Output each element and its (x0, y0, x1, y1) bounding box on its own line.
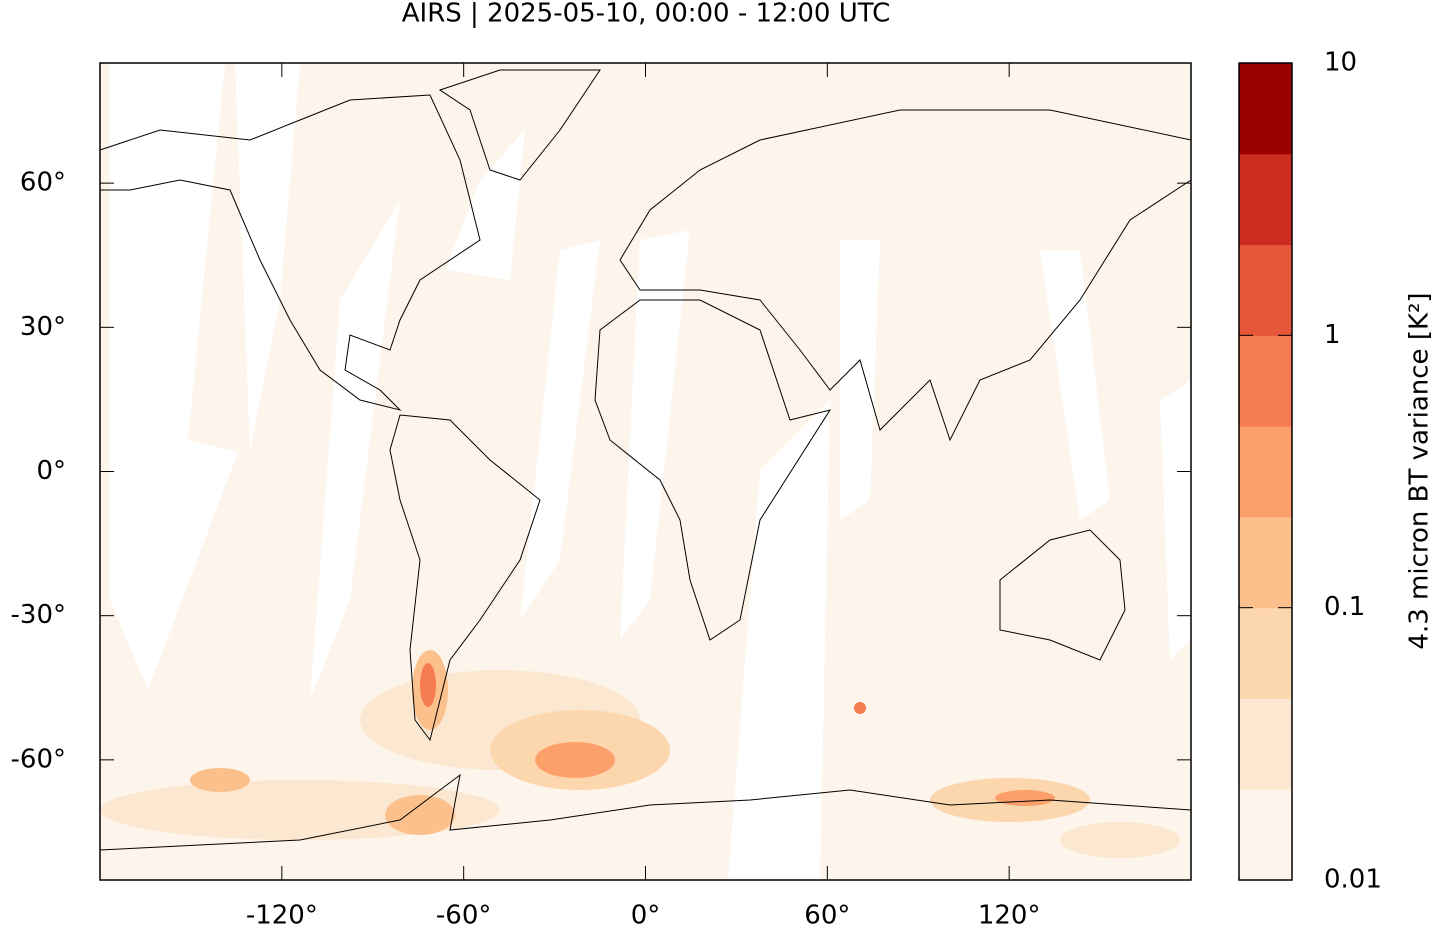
colorbar-band (1239, 607, 1292, 699)
patch (1060, 822, 1180, 858)
colorbar-label: 4.3 micron BT variance [K²] (1405, 292, 1435, 649)
colorbar-tick-label: 0.01 (1324, 865, 1382, 895)
y-tick-label: 0° (36, 456, 66, 486)
swath-gaps (110, 63, 1191, 880)
coastline (438, 69, 601, 181)
x-tick-label: 60° (804, 901, 850, 931)
swath-gap (310, 200, 400, 700)
swath-gap (728, 400, 830, 880)
colorbar-band (1239, 789, 1292, 881)
colorbar-tick-label: 10 (1324, 48, 1357, 78)
colorbar-band (1239, 335, 1292, 427)
coastline (99, 773, 1192, 851)
colorbar-tick-label: 1 (1324, 320, 1341, 350)
colorbar-band (1239, 698, 1292, 790)
y-tick-label: 30° (20, 312, 66, 342)
x-tick-label: 120° (978, 901, 1041, 931)
colorbar-band (1239, 244, 1292, 336)
coastlines (99, 69, 1192, 851)
x-tick-label: -60° (436, 901, 491, 931)
patch (385, 795, 455, 835)
x-tick-label: -120° (246, 901, 318, 931)
swath-gap (520, 240, 600, 620)
swath-gap (620, 230, 690, 640)
patch (420, 663, 436, 707)
variance-patches (100, 650, 1180, 858)
swath-gap (840, 240, 880, 520)
colorbar: 0.01 0.1 1 10 (1238, 48, 1382, 895)
patch (854, 702, 866, 714)
swath-gap (1040, 250, 1110, 520)
patch (995, 790, 1055, 806)
colorbar-frame (1238, 62, 1293, 881)
colorbar-band (1239, 516, 1292, 609)
patch (535, 742, 615, 778)
patch (190, 768, 250, 792)
coastline (389, 414, 541, 742)
coastline (999, 529, 1126, 661)
coastline (594, 299, 832, 641)
swath-gap (235, 63, 300, 450)
coastline (619, 109, 1192, 442)
swath-gap (110, 63, 238, 690)
swath-gap (445, 130, 525, 280)
y-tick-label: -60° (11, 744, 66, 774)
coastline (99, 94, 481, 411)
y-tick-label: -30° (11, 600, 66, 630)
x-tick-label: 0° (631, 901, 661, 931)
colorbar-band (1239, 63, 1292, 155)
chart-title: AIRS | 2025-05-10, 00:00 - 12:00 UTC (402, 0, 891, 29)
colorbar-band (1239, 426, 1292, 518)
swath-gap (1160, 380, 1191, 660)
y-tick-label: 60° (20, 168, 66, 198)
colorbar-band (1239, 153, 1292, 246)
colorbar-tick-label: 0.1 (1324, 592, 1365, 622)
map (99, 62, 1192, 881)
